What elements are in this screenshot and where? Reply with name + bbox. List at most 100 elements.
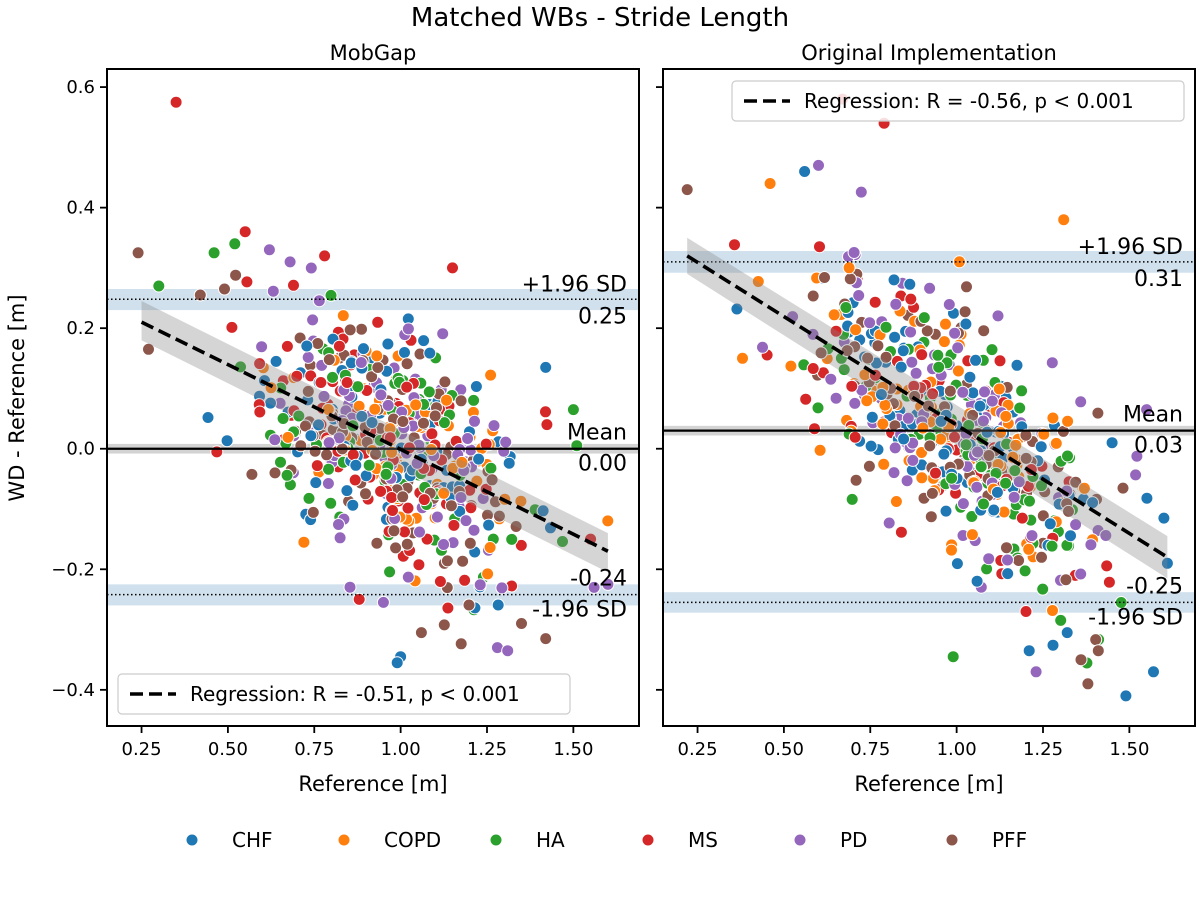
data-point-pff bbox=[843, 272, 857, 286]
data-point-copd bbox=[297, 535, 311, 549]
data-point-pd bbox=[1025, 529, 1039, 543]
data-point-pd bbox=[587, 580, 601, 594]
data-point-ms bbox=[845, 379, 859, 393]
data-point-pd bbox=[942, 298, 956, 311]
legend-item-ms: MS bbox=[641, 828, 718, 852]
data-point-pff bbox=[462, 598, 476, 612]
data-point-ms bbox=[310, 459, 324, 473]
data-point-pff bbox=[454, 637, 468, 651]
legend-item-pff: PFF bbox=[945, 828, 1027, 852]
data-point-ha bbox=[1023, 494, 1036, 508]
data-point-copd bbox=[601, 514, 615, 528]
data-point-copd bbox=[751, 275, 765, 288]
data-point-pd bbox=[923, 281, 937, 295]
legend-label: CHF bbox=[232, 828, 273, 852]
data-point-chf bbox=[1140, 491, 1154, 505]
x-tick-label: 0.50 bbox=[208, 739, 248, 760]
data-point-ms bbox=[904, 292, 918, 306]
data-point-chf bbox=[969, 353, 983, 367]
data-point-ms bbox=[169, 95, 183, 109]
data-point-pff bbox=[396, 490, 410, 504]
data-point-ha bbox=[1045, 539, 1059, 553]
data-point-pd bbox=[909, 366, 923, 380]
data-point-chf bbox=[874, 388, 888, 401]
data-point-ms bbox=[446, 261, 459, 275]
data-point-ms bbox=[401, 501, 415, 515]
data-point-pd bbox=[1074, 395, 1088, 409]
x-axis-label: Reference [m] bbox=[298, 772, 447, 796]
data-point-ms bbox=[1019, 605, 1033, 618]
data-point-pff bbox=[428, 409, 442, 423]
data-point-chf bbox=[1046, 638, 1060, 652]
data-point-pff bbox=[322, 353, 336, 367]
data-point-pd bbox=[906, 453, 920, 467]
data-point-pd bbox=[848, 396, 862, 410]
data-point-copd bbox=[965, 528, 979, 542]
x-axis-label: Reference [m] bbox=[854, 772, 1003, 796]
data-point-pff bbox=[301, 384, 315, 398]
data-point-ms bbox=[417, 493, 431, 507]
data-point-pd bbox=[333, 531, 347, 545]
data-point-pff bbox=[229, 268, 243, 282]
regression-legend: Regression: R = -0.56, p < 0.001 bbox=[731, 80, 1185, 122]
data-point-chf bbox=[1001, 567, 1015, 581]
data-point-pff bbox=[444, 499, 458, 513]
data-point-ms bbox=[371, 315, 385, 329]
data-point-ms bbox=[806, 362, 820, 375]
data-point-pd bbox=[978, 385, 991, 399]
legend-marker bbox=[337, 833, 351, 847]
data-point-pd bbox=[321, 477, 335, 490]
data-point-ms bbox=[385, 491, 399, 504]
data-point-copd bbox=[1061, 414, 1075, 428]
data-point-chf bbox=[304, 429, 318, 443]
data-point-copd bbox=[999, 409, 1013, 423]
x-tick-label: 0.50 bbox=[764, 739, 804, 760]
legend-label: COPD bbox=[384, 828, 441, 852]
data-point-pd bbox=[948, 326, 962, 340]
data-point-copd bbox=[1046, 411, 1060, 425]
data-point-pff bbox=[456, 554, 470, 568]
y-tick-label: 0.4 bbox=[66, 198, 95, 219]
regression-legend-label: Regression: R = -0.56, p < 0.001 bbox=[804, 89, 1134, 113]
data-point-chf bbox=[201, 411, 215, 424]
data-point-copd bbox=[281, 430, 295, 444]
data-point-chf bbox=[1147, 665, 1160, 679]
figure-title: Matched WBs - Stride Length bbox=[411, 3, 789, 33]
data-point-pff bbox=[849, 473, 863, 487]
data-point-ha bbox=[1013, 401, 1027, 415]
data-point-pd bbox=[982, 552, 996, 566]
panel-title: Original Implementation bbox=[801, 41, 1057, 65]
y-tick-label: 0.2 bbox=[66, 318, 95, 339]
data-point-chf bbox=[381, 337, 395, 351]
y-axis-label: WD - Reference [m] bbox=[5, 294, 29, 501]
data-point-copd bbox=[915, 471, 929, 485]
data-point-ms bbox=[280, 339, 294, 353]
data-point-ms bbox=[868, 295, 882, 309]
data-point-chf bbox=[482, 518, 496, 532]
data-point-ms bbox=[348, 473, 362, 487]
data-point-ha bbox=[1054, 613, 1068, 627]
data-point-pd bbox=[332, 518, 345, 531]
data-point-pff bbox=[977, 324, 991, 338]
data-point-pd bbox=[301, 350, 315, 364]
data-point-pd bbox=[376, 595, 390, 609]
data-point-chf bbox=[1060, 626, 1074, 640]
data-point-pff bbox=[299, 419, 312, 433]
data-point-pff bbox=[1019, 451, 1033, 465]
data-point-ha bbox=[965, 510, 979, 523]
data-point-ms bbox=[799, 392, 813, 406]
data-point-pd bbox=[1001, 553, 1014, 567]
data-point-chf bbox=[730, 302, 744, 316]
data-point-ha bbox=[917, 311, 931, 325]
data-point-ha bbox=[945, 471, 959, 485]
data-point-pd bbox=[255, 340, 269, 354]
data-point-ms bbox=[374, 484, 388, 498]
data-point-copd bbox=[483, 541, 497, 554]
data-point-pff bbox=[268, 466, 282, 480]
data-point-pd bbox=[951, 341, 965, 355]
data-point-ha bbox=[274, 455, 287, 469]
data-point-pd bbox=[473, 578, 487, 592]
data-point-pff bbox=[1089, 633, 1103, 647]
data-point-chf bbox=[1119, 689, 1133, 703]
data-point-pff bbox=[1000, 541, 1013, 555]
